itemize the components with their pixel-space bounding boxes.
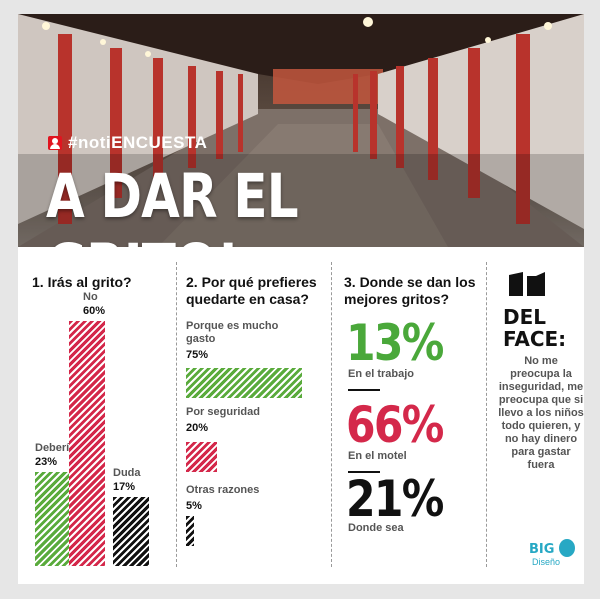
- elephant-icon: [559, 539, 575, 557]
- facebook-quote: No me preocupa la inseguridad, me preocu…: [498, 355, 584, 471]
- bar-debería: [35, 472, 71, 566]
- stat-divider: [348, 471, 380, 473]
- bar-label-debería: Debería: [35, 442, 76, 454]
- bar-duda: [113, 497, 149, 566]
- stat-label-anywhere: Donde sea: [348, 522, 404, 534]
- poll-tag: #notiENCUESTA: [48, 133, 207, 153]
- stat-label-work: En el trabajo: [348, 368, 415, 380]
- q3-title: 3. Donde se dan los mejores gritos?: [344, 274, 476, 307]
- brand-logo-subtext: Diseño: [532, 557, 561, 567]
- bar-label-duda: Duda: [113, 467, 141, 479]
- bar-value-label: 75%: [186, 349, 209, 361]
- facebook-section-title: DEL FACE:: [503, 306, 566, 350]
- facebook-title-line1: DEL: [503, 305, 547, 329]
- hero-banner: #notiENCUESTA A DAR EL GRITO!: [18, 14, 584, 247]
- bar-value-label: 20%: [186, 422, 209, 434]
- bar-label-no: No: [83, 291, 98, 303]
- facebook-logo-icon: [509, 272, 545, 296]
- stat-value-anywhere: 21%: [346, 470, 444, 528]
- page-title: A DAR EL GRITO!: [46, 161, 299, 248]
- column-divider: [331, 262, 332, 567]
- facebook-title-line2: FACE:: [503, 327, 567, 351]
- horizontal-bar: [186, 516, 194, 546]
- bar-value-debería: 23%: [35, 456, 58, 468]
- infographic-card: #notiENCUESTA A DAR EL GRITO! 1. Irás al…: [18, 14, 584, 584]
- horizontal-bar: [186, 442, 217, 472]
- stat-value-work: 13%: [346, 314, 444, 372]
- column-divider: [176, 262, 177, 567]
- user-icon: [48, 136, 62, 150]
- bar-category-label: Porque es mucho gasto: [186, 320, 279, 345]
- bar-value-duda: 17%: [113, 481, 136, 493]
- q1-title: 1. Irás al grito?: [32, 274, 132, 290]
- bar-value-label: 5%: [186, 500, 202, 512]
- column-divider: [486, 262, 487, 567]
- poll-tag-text: #notiENCUESTA: [68, 133, 208, 152]
- bar-category-label: Otras razones: [186, 484, 260, 496]
- stat-value-motel: 66%: [346, 396, 444, 454]
- q2-title: 2. Por qué prefieres quedarte en casa?: [186, 274, 317, 307]
- bar-category-label: Por seguridad: [186, 406, 260, 418]
- bar-no: [69, 321, 105, 566]
- corridor-photo: [18, 14, 584, 247]
- bar-value-no: 60%: [83, 305, 106, 317]
- horizontal-bar: [186, 368, 302, 398]
- stat-label-motel: En el motel: [348, 450, 407, 462]
- brand-logo-text: BIG: [529, 542, 555, 557]
- stat-divider: [348, 389, 380, 391]
